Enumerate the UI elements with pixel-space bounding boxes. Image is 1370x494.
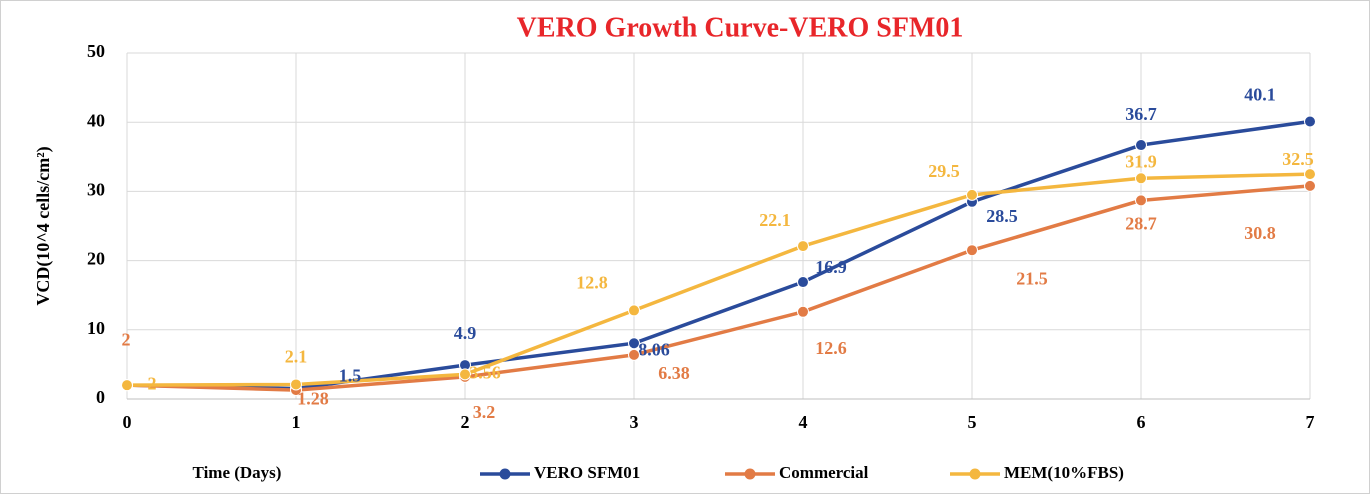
y-tick-label: 30 [87, 180, 105, 200]
data-point [1135, 139, 1147, 152]
series-line [126, 119, 1311, 391]
data-label: 21.5 [1016, 268, 1048, 288]
data-label: 1.5 [339, 366, 362, 386]
data-label: 4.9 [454, 323, 477, 343]
data-label: 30.8 [1244, 223, 1276, 243]
data-label: 12.8 [576, 273, 608, 293]
x-tick-label: 0 [123, 412, 132, 432]
data-label: 2 [122, 329, 131, 349]
x-tick-label: 1 [292, 412, 301, 432]
data-point [628, 337, 640, 350]
y-tick-label: 10 [87, 318, 105, 338]
legend-label: MEM(10%FBS) [1004, 463, 1124, 482]
data-label: 16.9 [815, 257, 847, 277]
data-label: 3.56 [469, 362, 501, 382]
y-tick-label: 0 [96, 387, 105, 407]
data-label: 2 [148, 373, 157, 393]
data-point [459, 368, 471, 381]
data-point [1304, 179, 1316, 192]
data-point [797, 276, 809, 289]
data-label: 36.7 [1125, 104, 1157, 124]
data-point [1135, 172, 1147, 185]
data-label: 28.5 [986, 206, 1018, 226]
data-label: 3.2 [473, 402, 496, 422]
data-point [1304, 168, 1316, 181]
data-point [628, 348, 640, 361]
data-label: 32.5 [1282, 149, 1314, 169]
series-line [126, 184, 1311, 392]
y-axis-title: VCD(10^4 cells/cm²) [33, 146, 54, 305]
x-tick-label: 3 [630, 412, 639, 432]
data-label: 1.28 [297, 388, 329, 408]
data-point [121, 379, 133, 392]
y-tick-label: 50 [87, 41, 105, 61]
data-point [1304, 115, 1316, 128]
legend-marker [969, 468, 981, 480]
x-tick-label: 4 [799, 412, 808, 432]
data-point [966, 244, 978, 257]
chart-title: VERO Growth Curve-VERO SFM01 [517, 12, 964, 43]
legend-label: Commercial [779, 463, 869, 482]
data-point [1135, 194, 1147, 207]
data-label: 28.7 [1125, 214, 1157, 234]
y-tick-label: 40 [87, 110, 105, 130]
legend-marker [499, 468, 511, 480]
data-point [797, 305, 809, 318]
series-line [126, 172, 1311, 387]
data-label: 6.38 [658, 363, 690, 383]
legend-label: VERO SFM01 [534, 463, 640, 482]
data-label: 12.6 [815, 338, 847, 358]
data-label: 22.1 [759, 210, 791, 230]
data-point [797, 240, 809, 253]
x-tick-label: 2 [461, 412, 470, 432]
data-label: 8.06 [638, 339, 670, 359]
x-axis-title: Time (Days) [193, 463, 282, 482]
data-label: 40.1 [1244, 85, 1276, 105]
x-tick-label: 7 [1306, 412, 1315, 432]
data-point [966, 188, 978, 201]
legend-marker [744, 468, 756, 480]
x-tick-label: 6 [1137, 412, 1146, 432]
data-label: 2.1 [285, 347, 308, 367]
data-label: 29.5 [928, 161, 960, 181]
data-label: 31.9 [1125, 151, 1157, 171]
x-tick-label: 5 [968, 412, 977, 432]
data-point [628, 304, 640, 317]
y-tick-label: 20 [87, 249, 105, 269]
data-point [290, 378, 302, 391]
